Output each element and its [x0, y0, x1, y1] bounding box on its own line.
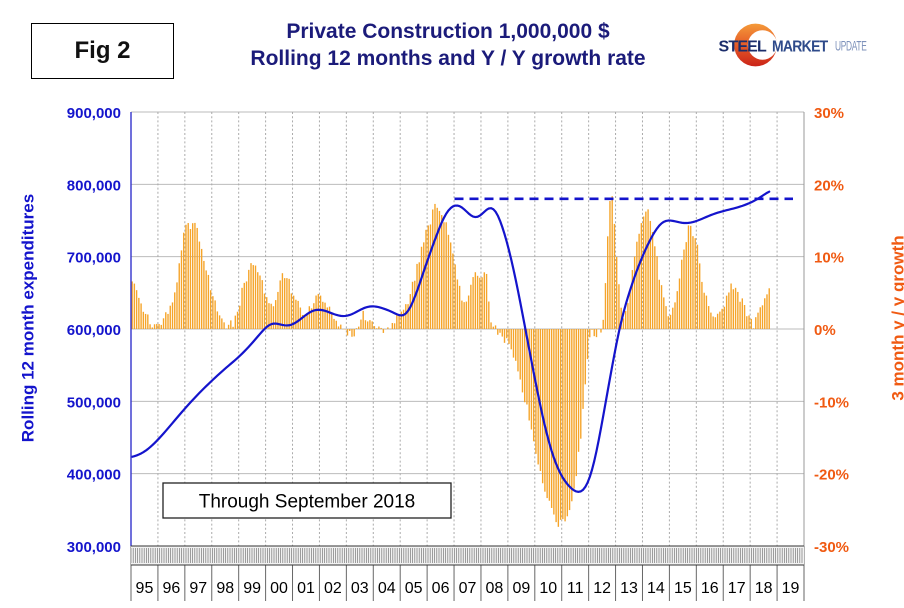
- svg-text:19: 19: [782, 580, 800, 597]
- svg-text:0%: 0%: [814, 322, 836, 339]
- svg-text:900,000: 900,000: [67, 105, 121, 122]
- svg-text:10%: 10%: [814, 250, 844, 267]
- svg-text:09: 09: [512, 580, 530, 597]
- svg-text:07: 07: [459, 580, 477, 597]
- svg-text:14: 14: [647, 580, 665, 597]
- svg-text:96: 96: [162, 580, 180, 597]
- svg-text:500,000: 500,000: [67, 394, 121, 411]
- svg-text:98: 98: [216, 580, 234, 597]
- svg-text:Through September 2018: Through September 2018: [199, 492, 416, 513]
- svg-text:-10%: -10%: [814, 394, 849, 411]
- svg-text:700,000: 700,000: [67, 250, 121, 267]
- svg-text:-30%: -30%: [814, 539, 849, 556]
- svg-text:400,000: 400,000: [67, 467, 121, 484]
- svg-text:03: 03: [351, 580, 369, 597]
- svg-text:04: 04: [378, 580, 396, 597]
- svg-text:16: 16: [701, 580, 719, 597]
- svg-text:-20%: -20%: [814, 467, 849, 484]
- svg-text:01: 01: [297, 580, 315, 597]
- svg-text:15: 15: [674, 580, 692, 597]
- svg-text:600,000: 600,000: [67, 322, 121, 339]
- svg-text:800,000: 800,000: [67, 177, 121, 194]
- svg-text:97: 97: [189, 580, 207, 597]
- svg-text:10: 10: [539, 580, 557, 597]
- svg-text:30%: 30%: [814, 105, 844, 122]
- svg-text:20%: 20%: [814, 177, 844, 194]
- svg-text:18: 18: [755, 580, 773, 597]
- svg-text:08: 08: [486, 580, 504, 597]
- svg-text:00: 00: [270, 580, 288, 597]
- svg-text:02: 02: [324, 580, 342, 597]
- svg-text:17: 17: [728, 580, 746, 597]
- svg-text:06: 06: [432, 580, 450, 597]
- svg-text:300,000: 300,000: [67, 539, 121, 556]
- svg-text:05: 05: [405, 580, 423, 597]
- svg-text:12: 12: [593, 580, 611, 597]
- svg-text:99: 99: [243, 580, 261, 597]
- svg-text:95: 95: [136, 580, 154, 597]
- svg-text:13: 13: [620, 580, 638, 597]
- svg-text:11: 11: [567, 580, 584, 597]
